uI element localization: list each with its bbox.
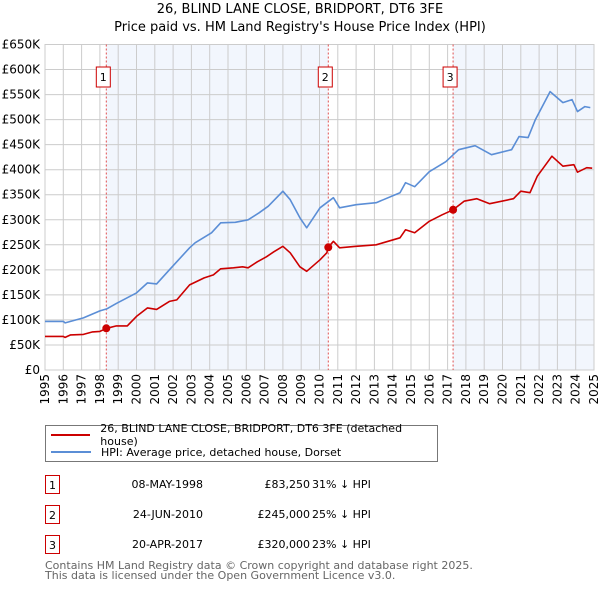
x-tick-label: 2009 <box>294 374 308 405</box>
y-tick-label: £650K <box>2 38 42 52</box>
footer-licence: This data is licensed under the Open Gov… <box>45 569 396 582</box>
transaction-date: 24-JUN-2010 <box>132 508 203 521</box>
x-tick-label: 1997 <box>75 374 89 405</box>
y-tick-label: £400K <box>2 163 42 177</box>
transaction-date: 20-APR-2017 <box>131 538 203 551</box>
transaction-row: 3 20-APR-2017 £320,000 23% ↓ HPI <box>45 535 445 555</box>
legend-label-hpi: HPI: Average price, detached house, Dors… <box>101 445 342 459</box>
x-tick-label: 2006 <box>239 374 253 405</box>
sale-label: 1 <box>100 71 107 84</box>
legend: 26, BLIND LANE CLOSE, BRIDPORT, DT6 3FE … <box>45 422 438 462</box>
transaction-number: 3 <box>45 535 60 554</box>
x-tick-label: 2002 <box>166 374 180 405</box>
legend-swatch-hpi <box>51 451 91 453</box>
sale-label: 2 <box>322 71 329 84</box>
transaction-row: 2 24-JUN-2010 £245,000 25% ↓ HPI <box>45 505 445 525</box>
transaction-hpi-diff: 23% ↓ HPI <box>312 538 371 551</box>
y-tick-label: £550K <box>2 88 42 102</box>
sale-label-box <box>95 66 111 88</box>
x-tick-label: 2022 <box>532 374 546 405</box>
transaction-hpi-diff: 25% ↓ HPI <box>312 508 371 521</box>
x-tick-label: 2020 <box>496 374 510 405</box>
x-tick-label: 1998 <box>93 374 107 405</box>
x-tick-label: 2016 <box>422 374 436 405</box>
x-tick-label: 2024 <box>569 374 583 405</box>
x-tick-label: 1996 <box>56 374 70 405</box>
footer-copyright: Contains HM Land Registry data © Crown c… <box>45 559 473 572</box>
x-tick-label: 2021 <box>514 374 528 405</box>
transaction-number: 2 <box>45 505 60 524</box>
x-tick-label: 2025 <box>587 374 600 405</box>
x-tick-label: 2000 <box>130 374 144 405</box>
sale-point <box>102 324 111 333</box>
chart-area: £0 £50K £100K £150K £200K £250K £300K £350K £400… <box>2 38 600 405</box>
x-tick-label: 2014 <box>386 374 400 405</box>
transaction-price: £83,250 <box>264 478 311 491</box>
y-tick-label: £450K <box>2 138 42 152</box>
chart-subtitle: Price paid vs. HM Land Registry's House … <box>114 20 486 35</box>
legend-swatch-property <box>51 434 91 436</box>
legend-label-property: 26, BLIND LANE CLOSE, BRIDPORT, DT6 3FE … <box>100 422 403 448</box>
y-tick-label: £200K <box>2 263 42 277</box>
sale-point <box>324 243 333 252</box>
legend-item-hpi: HPI: Average price, detached house, Dors… <box>51 444 341 460</box>
x-tick-label: 1995 <box>38 374 52 405</box>
y-tick-label: £500K <box>2 113 42 127</box>
legend-item-property: 26, BLIND LANE CLOSE, BRIDPORT, DT6 3FE … <box>51 422 437 448</box>
x-tick-label: 2013 <box>367 374 381 405</box>
plot-border <box>44 44 595 371</box>
transaction-number: 1 <box>45 475 60 494</box>
y-tick-label: £600K <box>2 63 42 77</box>
shaded-period <box>453 44 594 370</box>
y-tick-label: £100K <box>2 313 42 327</box>
sale-point <box>449 205 458 214</box>
sale-label: 3 <box>447 71 454 84</box>
transaction-price: £245,000 <box>257 508 311 521</box>
y-tick-label: £300K <box>2 213 42 227</box>
x-tick-label: 2003 <box>184 374 198 405</box>
x-tick-label: 2011 <box>331 374 345 405</box>
x-tick-label: 2023 <box>550 374 564 405</box>
y-tick-label: £250K <box>2 238 42 252</box>
chart-title-address: 26, BLIND LANE CLOSE, BRIDPORT, DT6 3FE <box>156 2 444 17</box>
y-tick-label: £0 <box>25 363 40 377</box>
x-tick-label: 2005 <box>221 374 235 405</box>
x-tick-label: 2015 <box>404 374 418 405</box>
y-tick-label: £150K <box>2 288 42 302</box>
x-tick-label: 1999 <box>111 374 125 405</box>
transaction-hpi-diff: 31% ↓ HPI <box>312 478 371 491</box>
x-tick-label: 2008 <box>276 374 290 405</box>
y-tick-label: £350K <box>2 188 42 202</box>
transaction-date: 08-MAY-1998 <box>131 478 203 491</box>
x-tick-label: 2001 <box>148 374 162 405</box>
x-tick-label: 2007 <box>258 374 272 405</box>
sale-label-box <box>442 66 458 88</box>
transaction-price: £320,000 <box>257 538 311 551</box>
x-tick-label: 2018 <box>459 374 473 405</box>
x-tick-label: 2019 <box>477 374 491 405</box>
x-tick-label: 2017 <box>441 374 455 405</box>
shaded-period <box>106 44 329 370</box>
sale-label-box <box>317 66 333 88</box>
transaction-row: 1 08-MAY-1998 £83,250 31% ↓ HPI <box>45 475 445 495</box>
y-tick-label: £50K <box>9 338 41 352</box>
hpi-line <box>45 90 591 324</box>
property-price-line <box>45 155 593 339</box>
x-tick-label: 2012 <box>349 374 363 405</box>
x-tick-label: 2010 <box>313 374 327 405</box>
x-tick-label: 2004 <box>203 374 217 405</box>
